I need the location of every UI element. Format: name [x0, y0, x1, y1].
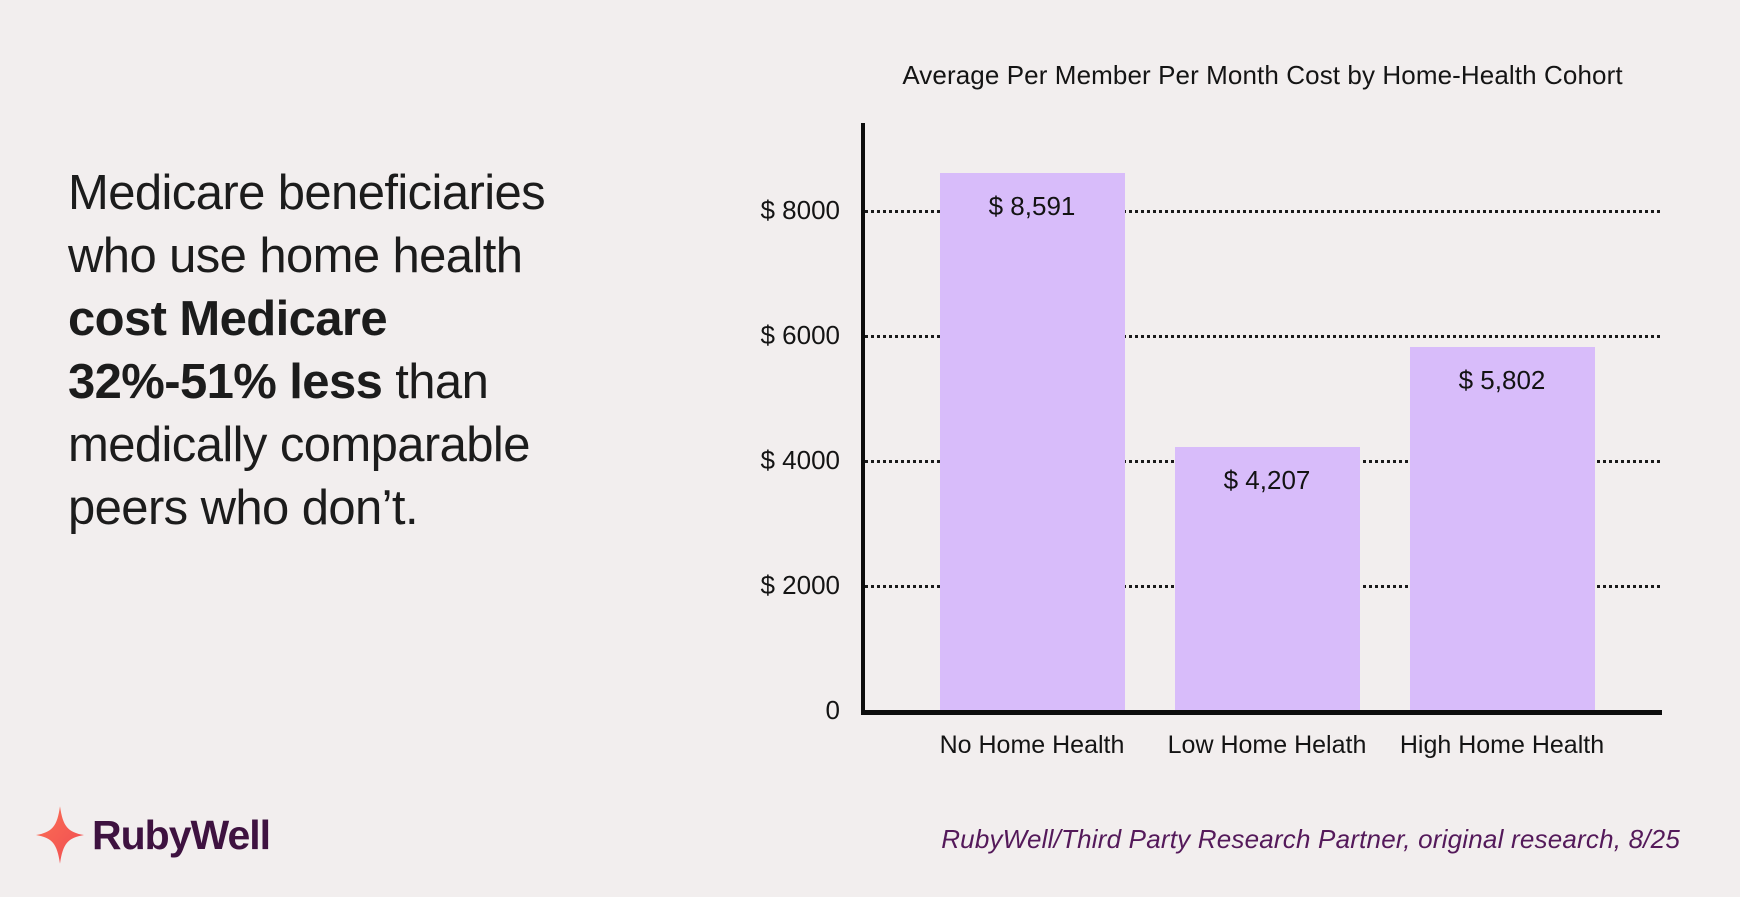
y-tick-label-4000: $ 4000: [760, 445, 840, 475]
headline-run: peers who don’t.: [68, 481, 419, 535]
y-tick-label-0: 0: [825, 695, 840, 725]
chart-title: Average Per Member Per Month Cost by Hom…: [902, 60, 1623, 90]
x-category-label-1: No Home Health: [939, 731, 1125, 759]
headline-bold-run: cost Medicare: [68, 292, 388, 346]
headline-run: who use home health: [68, 229, 523, 283]
plot-area: $ 8,591 $ 4,207 $ 5,802: [865, 126, 1660, 710]
headline-run: than: [382, 355, 489, 409]
x-category-label-3: High Home Health: [1399, 731, 1605, 759]
y-tick-label-6000: $ 6000: [760, 320, 840, 350]
citation-text: RubyWell/Third Party Research Partner, o…: [941, 824, 1680, 854]
bar-value-label: $ 4,207: [1223, 465, 1311, 496]
sparkle-icon: [36, 806, 84, 864]
gridline-8000: [865, 210, 1660, 213]
rubywell-logo: RubyWell: [36, 804, 271, 866]
headline-bold-run: 32%-51% less: [68, 355, 383, 409]
bar-value-label: $ 5,802: [1458, 365, 1546, 396]
y-tick-label-8000: $ 8000: [760, 195, 840, 225]
logo-wordmark: RubyWell: [92, 811, 271, 858]
bar-2: $ 4,207: [1174, 447, 1360, 710]
bar-1: $ 8,591: [939, 173, 1125, 710]
x-category-label-2: Low Home Helath: [1167, 731, 1367, 759]
headline-run: Medicare beneficiaries: [68, 166, 546, 220]
gridline-6000: [865, 335, 1660, 338]
headline-text: Medicare beneficiaries who use home healt…: [68, 162, 658, 540]
x-axis-line: [861, 710, 1662, 715]
y-tick-label-2000: $ 2000: [760, 570, 840, 600]
headline-run: medically comparable: [68, 418, 530, 472]
bar-value-label: $ 8,591: [988, 191, 1076, 222]
y-axis-line: [861, 123, 865, 715]
bar-3: $ 5,802: [1409, 347, 1595, 710]
